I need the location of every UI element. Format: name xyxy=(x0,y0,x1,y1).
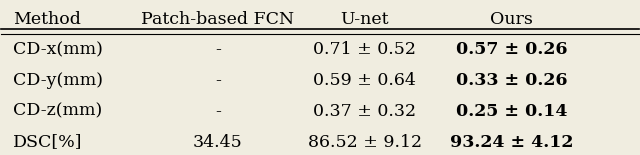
Text: DSC[%]: DSC[%] xyxy=(13,133,83,151)
Text: 93.24 ± 4.12: 93.24 ± 4.12 xyxy=(450,133,573,151)
Text: 0.25 ± 0.14: 0.25 ± 0.14 xyxy=(456,103,567,120)
Text: Patch-based FCN: Patch-based FCN xyxy=(141,11,294,28)
Text: 0.59 ± 0.64: 0.59 ± 0.64 xyxy=(313,72,416,89)
Text: -: - xyxy=(215,103,221,120)
Text: Method: Method xyxy=(13,11,81,28)
Text: CD-y(mm): CD-y(mm) xyxy=(13,72,104,89)
Text: CD-z(mm): CD-z(mm) xyxy=(13,103,102,120)
Text: 86.52 ± 9.12: 86.52 ± 9.12 xyxy=(308,133,422,151)
Text: 0.57 ± 0.26: 0.57 ± 0.26 xyxy=(456,41,567,58)
Text: 0.33 ± 0.26: 0.33 ± 0.26 xyxy=(456,72,567,89)
Text: Ours: Ours xyxy=(490,11,533,28)
Text: 0.71 ± 0.52: 0.71 ± 0.52 xyxy=(313,41,416,58)
Text: 0.37 ± 0.32: 0.37 ± 0.32 xyxy=(313,103,416,120)
Text: CD-x(mm): CD-x(mm) xyxy=(13,41,103,58)
Text: -: - xyxy=(215,41,221,58)
Text: U-net: U-net xyxy=(340,11,389,28)
Text: 34.45: 34.45 xyxy=(193,133,243,151)
Text: -: - xyxy=(215,72,221,89)
